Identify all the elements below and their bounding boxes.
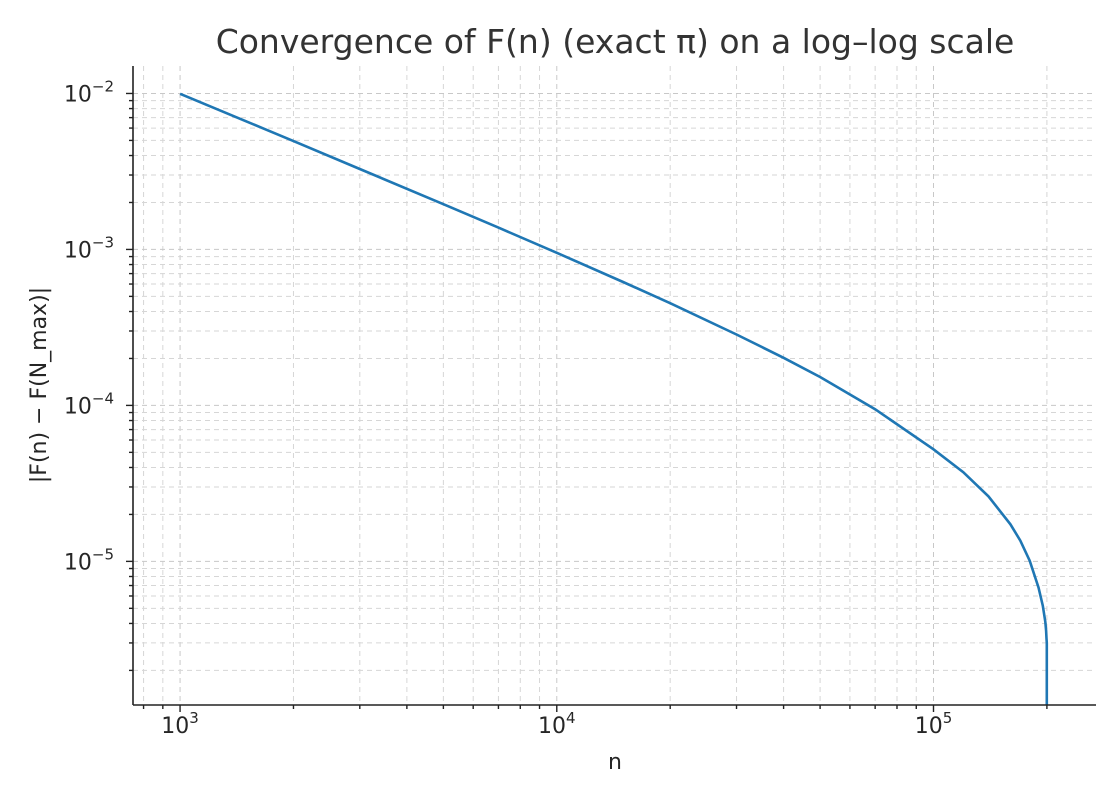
axis-layer [132,66,1096,706]
x-tick-label: 103 [161,709,199,739]
y-tick-label: 10−4 [64,389,114,419]
y-axis-label: |F(n) − F(N_max)| [27,287,52,483]
series-line [179,92,1049,705]
chart-title: Convergence of F(n) (exact π) on a log–l… [216,22,1015,61]
y-tick-label: 10−5 [64,545,114,575]
y-tick-label: 10−3 [64,233,114,263]
x-tick-label: 105 [915,709,953,739]
x-axis-label: n [608,750,622,775]
grid-layer [133,66,1096,705]
series-layer [179,92,1049,705]
tick-layer: 103 104 105 10−2 10−3 10−4 10−5 [64,77,1048,739]
x-tick-label: 104 [538,709,576,739]
y-tick-label: 10−2 [64,77,114,107]
